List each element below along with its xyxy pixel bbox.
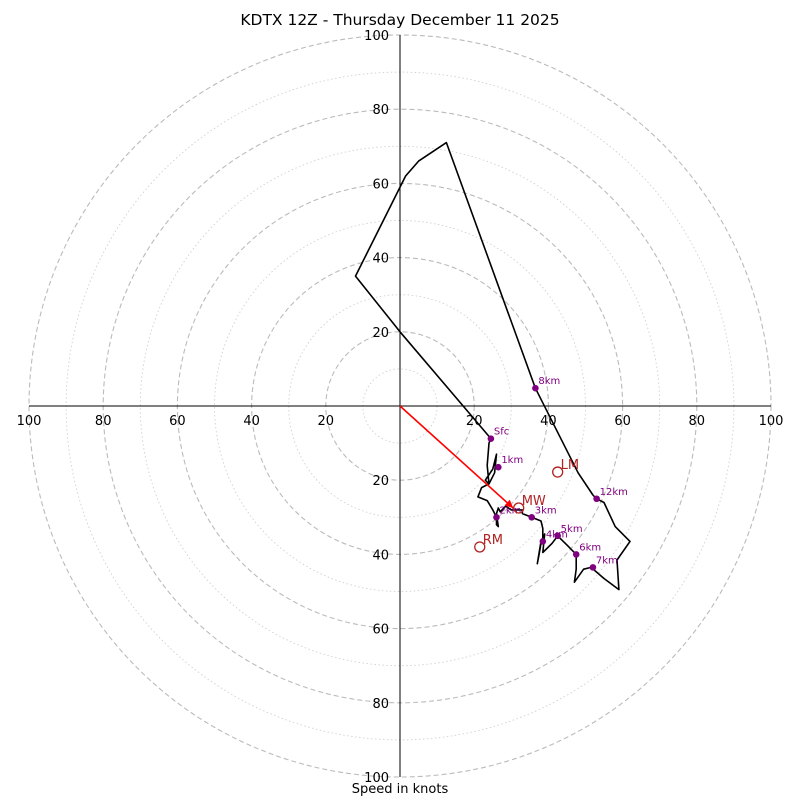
height-label-2km: 2km [499,505,521,516]
tick-label-left: 20 [318,414,335,429]
motion-marker-mw [513,502,525,514]
tick-label-right: 100 [759,414,784,429]
tick-label-bottom: 100 [364,771,389,786]
tick-label-bottom: 80 [372,697,389,712]
x-axis-label: Speed in knots [351,782,449,797]
height-marker-8km [532,384,539,392]
chart-title: KDTX 12Z - Thursday December 11 2025 [240,11,560,29]
tick-label-top: 100 [364,29,389,44]
tick-label-right: 20 [466,414,483,429]
tick-label-bottom: 60 [372,623,389,638]
height-label-8km: 8km [538,376,560,387]
tick-label-left: 100 [17,414,42,429]
motion-label-rm: RM [483,533,503,548]
mean-wind-arrowhead [504,499,514,508]
height-label-Sfc: Sfc [494,427,509,438]
tick-label-bottom: 20 [372,474,389,489]
tick-label-right: 60 [614,414,631,429]
storm-motion-markers: LM MW RM [474,458,579,553]
mean-wind-vector [399,405,514,509]
tick-label-top: 80 [372,103,389,118]
height-marker-12km [593,495,600,503]
height-label-5km: 5km [561,524,583,535]
height-marker-2km [493,514,500,521]
motion-marker-rm [474,541,486,553]
height-marker-6km [572,551,580,558]
height-marker-7km [589,564,597,571]
hodograph-trace-group [354,141,631,591]
motion-label-mw: MW [522,494,546,509]
tick-label-top: 40 [372,252,389,267]
height-marker-5km [554,532,561,540]
tick-label-top: 20 [372,326,389,341]
tick-label-right: 40 [540,414,557,429]
height-label-1km: 1km [501,455,523,466]
height-label-6km: 6km [579,542,601,553]
mean-wind-vector-group [399,405,514,509]
tick-label-top: 60 [372,177,389,192]
height-label-7km: 7km [596,555,618,566]
motion-label-lm: LM [561,458,579,473]
tick-label-left: 80 [95,414,112,429]
height-label-12km: 12km [600,487,628,498]
height-marker-3km [528,514,536,521]
hodograph-trace [354,141,631,591]
motion-marker-lm [552,466,564,478]
tick-label-right: 80 [689,414,706,429]
tick-labels: 100 80 60 40 20 20 40 60 80 100 100 80 60 40 20 20 40 60 8… [17,29,784,786]
height-marker-1km [495,463,502,471]
tick-label-left: 60 [169,414,186,429]
height-marker-4km [539,538,547,545]
height-marker-Sfc [487,435,495,442]
height-label-3km: 3km [535,505,557,516]
tick-label-bottom: 40 [372,548,389,563]
tick-label-left: 40 [243,414,260,429]
height-markers: Sfc1km2km3km4km5km6km7km8km12km [487,376,628,571]
